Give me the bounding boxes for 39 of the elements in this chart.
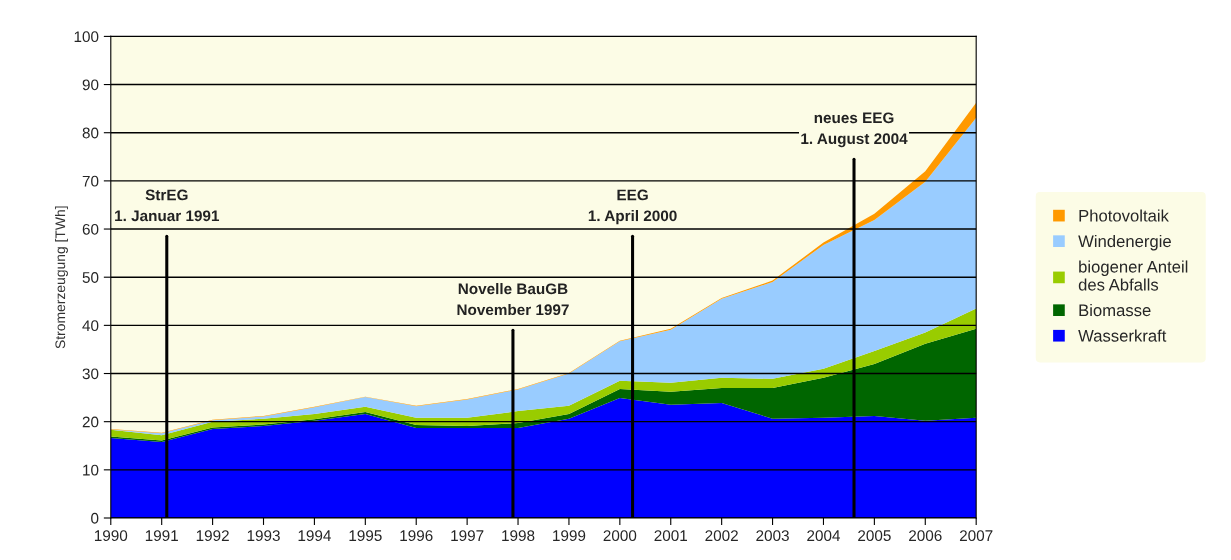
x-tick-label: 2003: [756, 530, 789, 542]
y-tick-label: 10: [83, 464, 99, 476]
x-tick-label: 1996: [400, 530, 433, 542]
y-tick-label: 0: [91, 512, 99, 524]
x-tick-label: 1993: [247, 530, 280, 542]
x-tick-label: 1997: [451, 530, 484, 542]
y-tick-label: 30: [82, 368, 99, 380]
x-tick-label: 1992: [196, 530, 229, 542]
x-tick-label: 1994: [298, 530, 331, 542]
y-tick-label: 40: [82, 320, 99, 332]
x-tick-label: 1991: [145, 530, 178, 542]
ref-line-label: neues EEG 1. August 2004: [801, 112, 908, 148]
legend-label: Biomasse: [1079, 303, 1151, 317]
x-tick-label: 2006: [909, 530, 942, 542]
y-tick-label: 100: [74, 31, 99, 43]
x-tick-label: 1990: [94, 530, 128, 542]
legend-label: Windenergie: [1078, 234, 1171, 251]
x-tick-label: 1999: [553, 530, 586, 542]
x-tick-label: 1998: [502, 530, 535, 542]
y-tick-label: 90: [82, 79, 99, 91]
ref-line-label: EEG 1. April 2000: [588, 189, 677, 225]
y-tick-label: 60: [82, 223, 99, 235]
x-tick-label: 2005: [858, 530, 891, 542]
x-tick-label: 2004: [807, 530, 841, 542]
x-tick-label: 1995: [349, 530, 382, 542]
x-tick-label: 2000: [603, 530, 637, 542]
legend-label: Photovoltaik: [1079, 209, 1169, 222]
y-tick-label: 70: [82, 175, 99, 187]
ref-line-label: StrEG 1. Januar 1991: [115, 189, 220, 222]
ref-line-label: Novelle BauGB November 1997: [457, 283, 569, 316]
x-tick-label: 2007: [959, 530, 993, 542]
legend-label: Wasserkraft: [1078, 329, 1167, 342]
x-tick-label: 2002: [705, 530, 738, 542]
legend-label: biogener Anteil des Abfalls: [1078, 260, 1188, 291]
y-tick-label: 80: [82, 127, 99, 139]
y-tick-label: 50: [82, 272, 99, 283]
y-tick-label: 20: [82, 416, 99, 428]
y-axis-title: Stromerzeugung [TWh]: [54, 206, 68, 349]
x-tick-label: 2001: [654, 530, 687, 542]
